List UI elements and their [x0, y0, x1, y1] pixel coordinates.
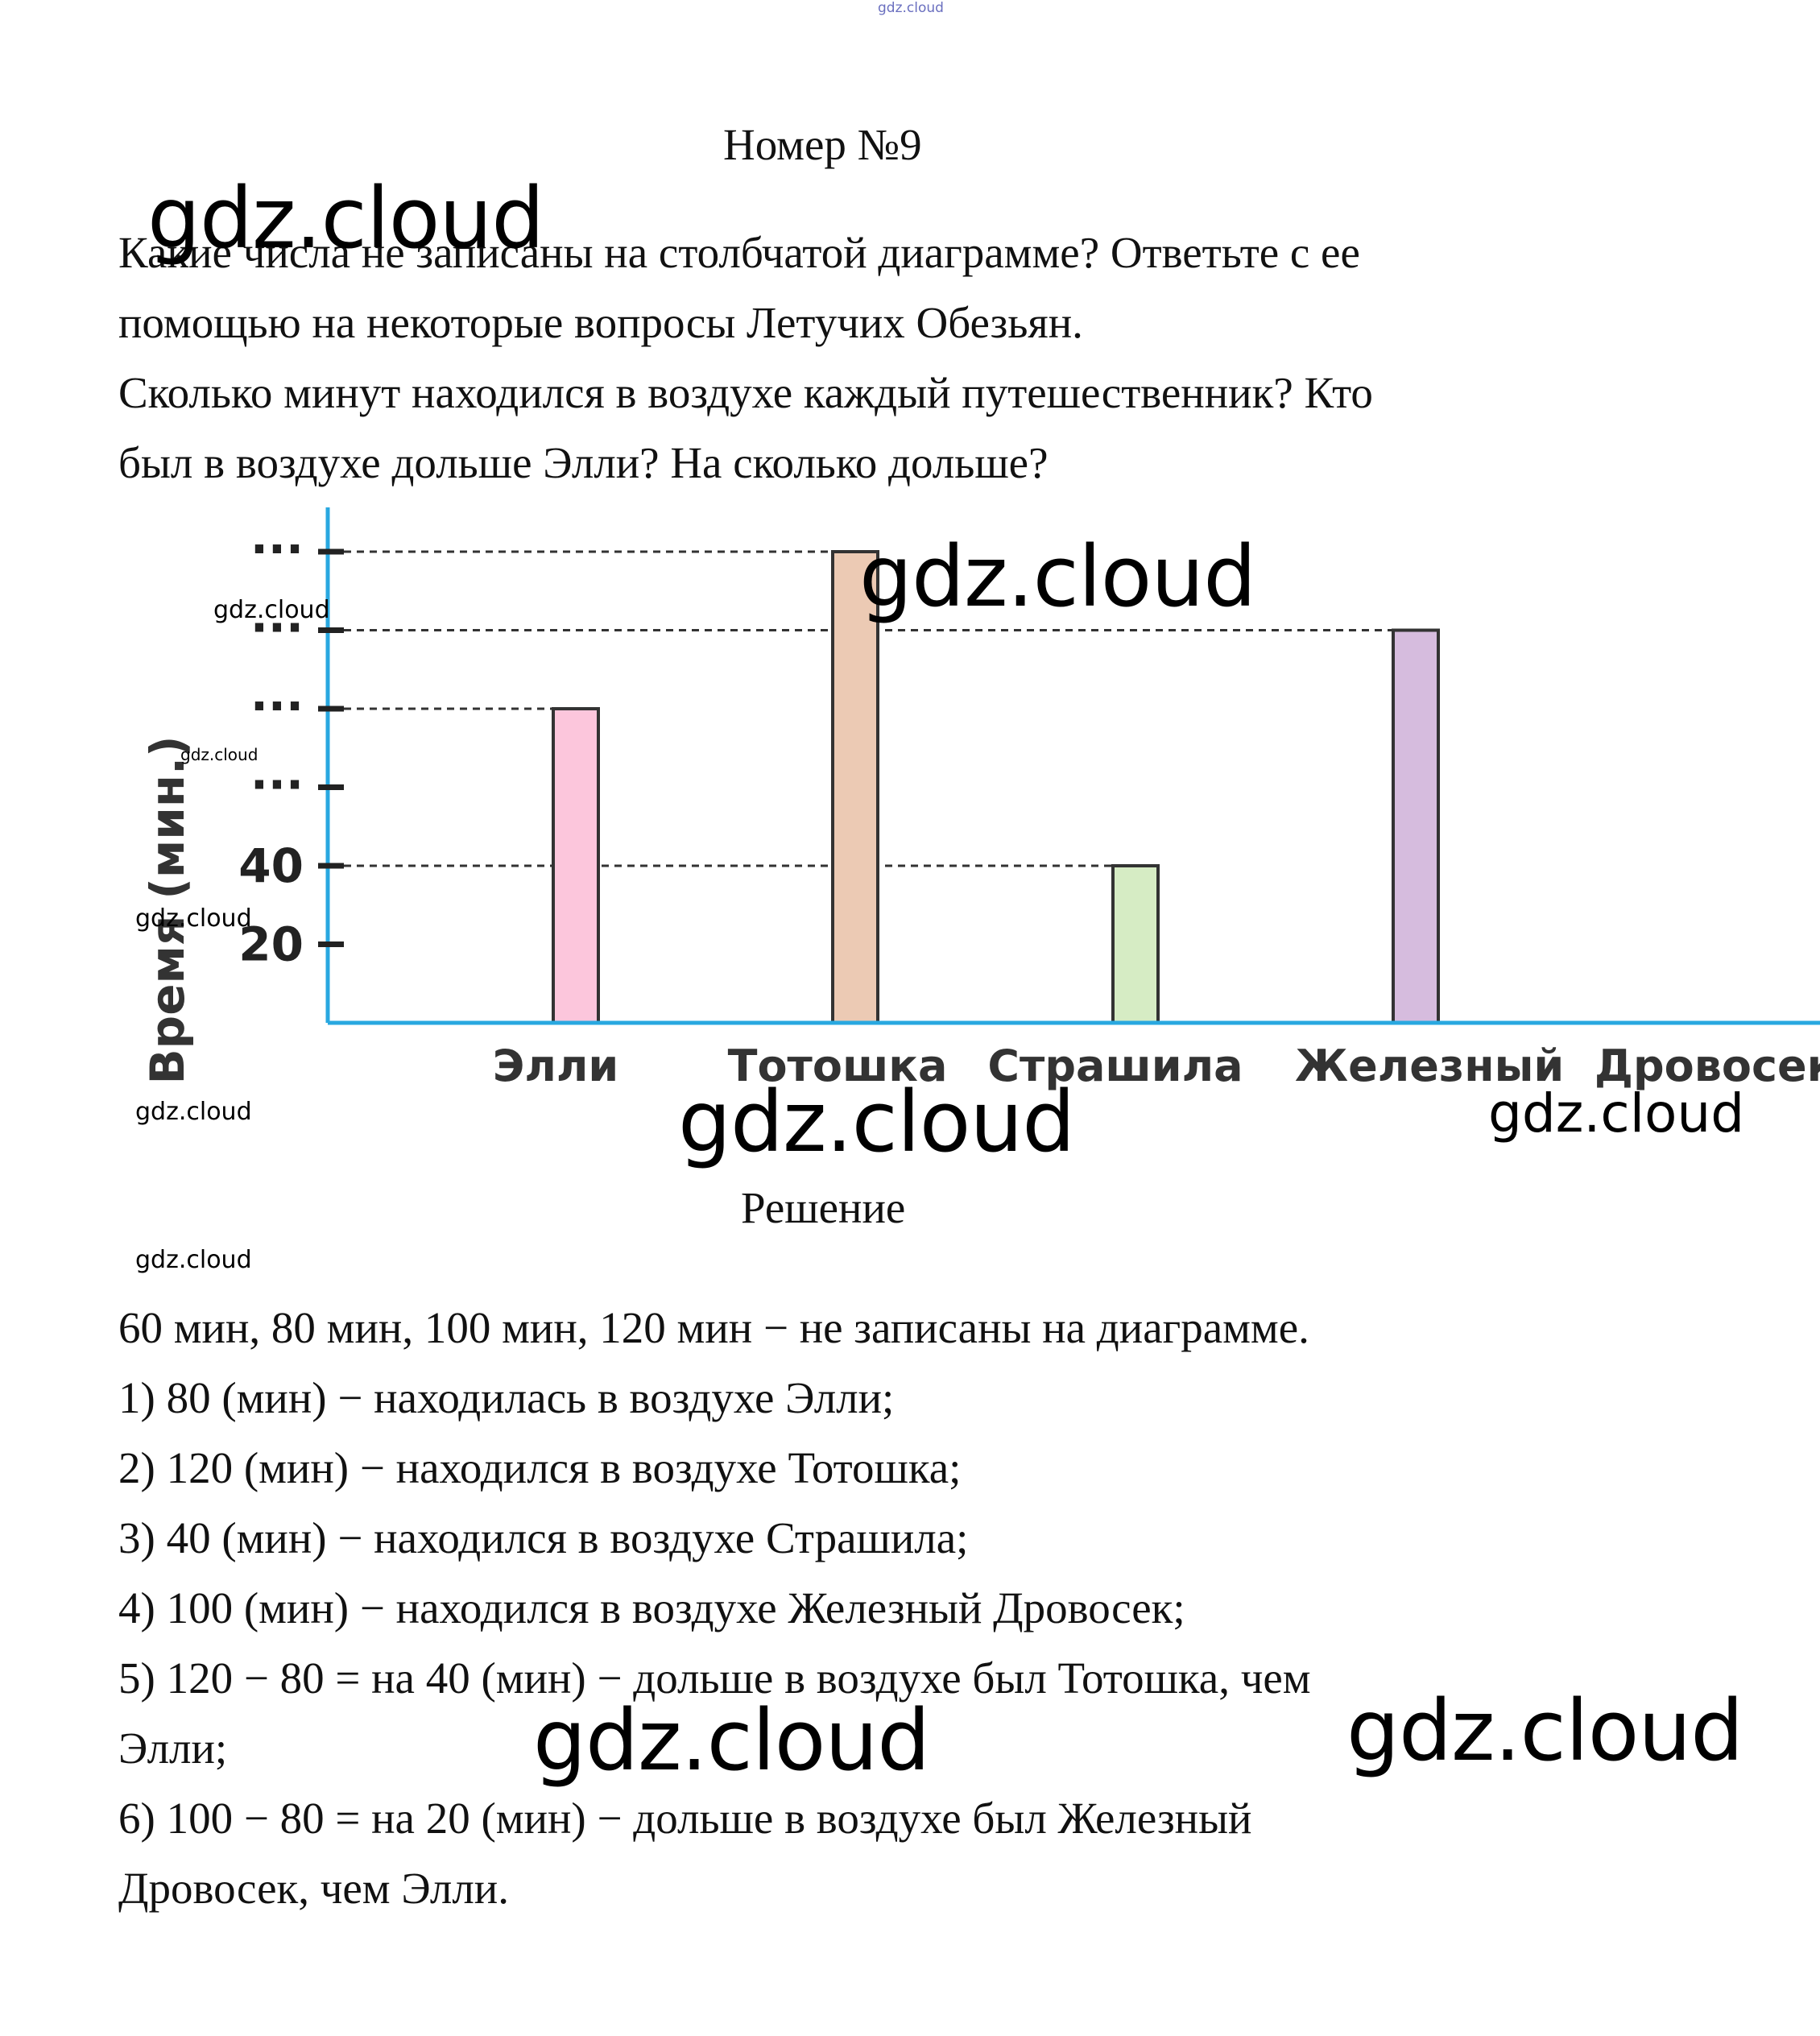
- watermark-8: gdz.cloud: [1488, 1082, 1745, 1144]
- y-tick-label-120: ...: [250, 510, 304, 565]
- y-tick-label-20: 20: [238, 917, 304, 972]
- task-line-2: помощью на некоторые вопросы Летучих Обе…: [118, 298, 1083, 347]
- bar-4: [1392, 628, 1440, 1024]
- watermark-5: gdz.cloud: [135, 904, 252, 933]
- y-tick-label-100: ...: [250, 589, 304, 643]
- solution-line-6: 5) 120 − 80 = на 40 (мин) − дольше в воз…: [118, 1653, 1311, 1703]
- bar-1: [552, 707, 600, 1024]
- task-line-3: Сколько минут находился в воздухе каждый…: [118, 368, 1373, 417]
- x-category-label-1: Элли: [493, 1041, 619, 1091]
- watermark-1: gdz.cloud: [147, 169, 544, 267]
- watermark-9: gdz.cloud: [135, 1246, 252, 1274]
- page-title: Номер №9: [723, 120, 922, 169]
- watermark-3: gdz.cloud: [213, 596, 330, 624]
- solution-line-8: 6) 100 − 80 = на 20 (мин) − дольше в воз…: [118, 1794, 1252, 1843]
- watermark-11: gdz.cloud: [1346, 1682, 1743, 1780]
- task-line-1: Какие числа не записаны на столбчатой ди…: [118, 228, 1360, 277]
- task-line-4: был в воздухе дольше Элли? На сколько до…: [118, 438, 1049, 487]
- x-category-label-3: Страшила: [987, 1041, 1243, 1091]
- y-axis-label: Время (мин.): [140, 735, 195, 1084]
- watermark-4: gdz.cloud: [180, 745, 259, 764]
- solution-line-1: 60 мин, 80 мин, 100 мин, 120 мин − не за…: [118, 1303, 1309, 1352]
- y-tick-label-60: ...: [250, 746, 304, 801]
- y-tick-label-80: ...: [250, 667, 304, 722]
- watermark-2: gdz.cloud: [859, 528, 1256, 626]
- solution-line-5: 4) 100 (мин) − находился в воздухе Желез…: [118, 1583, 1185, 1633]
- bar-chart: 20 40............ Элли Тотошка Страшила Желе…: [140, 507, 1820, 1091]
- solution-line-7: Элли;: [118, 1724, 228, 1773]
- y-tick-label-40: 40: [238, 838, 304, 893]
- solution-line-9: Дровосек, чем Элли.: [118, 1864, 509, 1913]
- watermark-10: gdz.cloud: [533, 1691, 930, 1790]
- x-category-label-2: Тотошка: [728, 1041, 948, 1091]
- x-category-label-4: Железный Дровосек: [1295, 1041, 1820, 1091]
- watermark-top: gdz.cloud: [878, 0, 944, 16]
- solution-line-4: 3) 40 (мин) − находился в воздухе Страши…: [118, 1513, 969, 1562]
- solution-heading: Решение: [741, 1183, 906, 1232]
- watermark-7: gdz.cloud: [678, 1073, 1075, 1171]
- solution-line-2: 1) 80 (мин) − находилась в воздухе Элли;: [118, 1373, 895, 1422]
- solution-line-3: 2) 120 (мин) − находился в воздухе Тотош…: [118, 1443, 962, 1492]
- watermark-6: gdz.cloud: [135, 1098, 252, 1126]
- bar-3: [1111, 864, 1160, 1024]
